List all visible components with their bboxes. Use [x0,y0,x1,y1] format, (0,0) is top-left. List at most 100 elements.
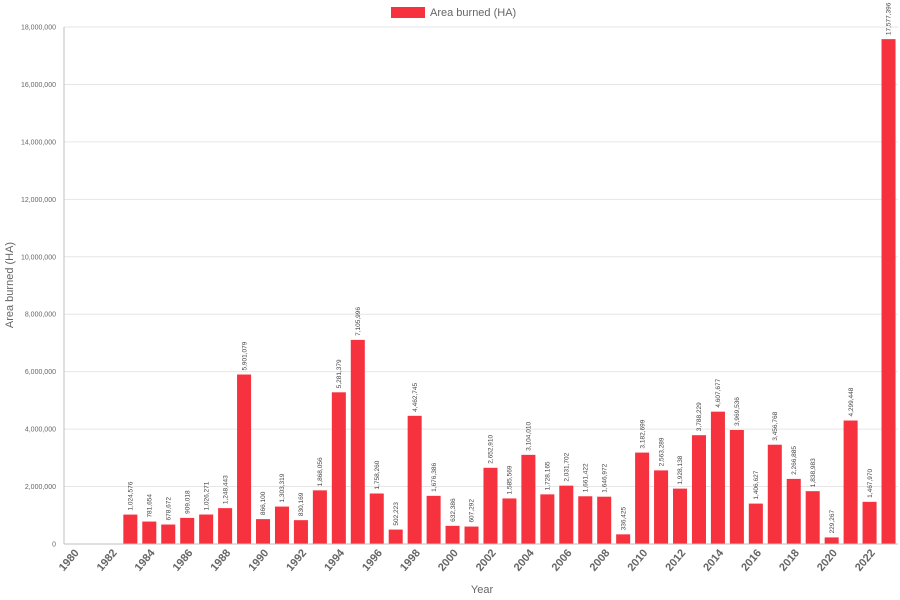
bar-value-label: 2,266,885 [791,446,798,475]
bar-2000[interactable] [445,525,460,544]
x-axis-ticks: 1980 1982 1984 1986 1988 1990 1992 1994 1996 1998… [57,547,878,574]
bar-value-label: 866,100 [260,491,267,515]
bar-1984[interactable] [142,521,157,544]
y-tick-label: 18,000,000 [21,25,56,32]
bar-2003[interactable] [502,498,517,544]
bar-value-label: 1,868,056 [317,457,324,486]
x-tick-label: 1982 [95,547,120,573]
bar-value-label: 336,425 [620,506,627,530]
bar-value-label: 909,018 [184,490,191,514]
y-tick-label: 0 [52,542,56,549]
bar-2011[interactable] [654,470,669,544]
bar-2012[interactable] [673,488,688,544]
bar-1998[interactable] [407,415,422,544]
bar-2004[interactable] [521,454,536,544]
y-tick-label: 16,000,000 [21,82,56,89]
bar-value-label: 1,728,165 [545,461,552,490]
bar-1993[interactable] [312,490,327,544]
bar-1983[interactable] [123,514,138,544]
bar-value-label: 830,169 [298,492,305,516]
bar-2020[interactable] [824,537,839,544]
bar-value-label: 1,838,983 [810,458,817,487]
x-tick-label: 1996 [360,547,385,573]
x-tick-label: 2014 [701,547,726,574]
x-tick-label: 2006 [550,547,575,573]
bar-1985[interactable] [161,524,176,544]
bar-2022[interactable] [862,501,877,544]
bar-2021[interactable] [843,420,858,544]
bar-value-label: 17,577,396 [886,2,893,35]
bar-value-label: 607,292 [469,499,476,523]
bar-2017[interactable] [767,444,782,544]
bar-1989[interactable] [237,374,252,544]
bar-2007[interactable] [578,496,593,544]
x-axis-title: Year [471,584,494,596]
bar-2010[interactable] [635,452,650,544]
x-tick-label: 1994 [322,547,347,574]
bar-value-label: 229,267 [829,510,836,534]
bar-value-label: 1,661,422 [582,463,589,492]
bar-1995[interactable] [350,339,365,544]
bar-2006[interactable] [559,485,574,544]
x-tick-label: 2018 [777,547,802,573]
bar-value-label: 1,646,972 [601,463,608,492]
bar-1999[interactable] [426,495,441,544]
x-tick-label: 1986 [171,547,196,573]
bar-1987[interactable] [199,514,214,544]
bar-value-label: 1,585,569 [507,465,514,494]
y-tick-label: 4,000,000 [25,427,56,434]
y-axis-title: Area burned (HA) [4,242,16,328]
bar-value-label: 3,104,010 [526,422,533,451]
bar-2016[interactable] [748,503,763,544]
bar-2005[interactable] [540,494,555,544]
bar-value-label: 2,563,289 [658,437,665,466]
bar-value-label: 3,456,768 [772,411,779,440]
bar-1992[interactable] [293,520,308,544]
bar-value-label: 1,248,443 [222,475,229,504]
bar-1994[interactable] [331,392,346,544]
bar-value-label: 4,299,448 [848,387,855,416]
x-tick-label: 1992 [284,547,309,573]
bars [123,39,896,545]
bar-value-label: 5,901,079 [241,341,248,370]
bar-2014[interactable] [710,411,725,544]
bar-1997[interactable] [388,529,403,544]
bar-2018[interactable] [786,478,801,544]
x-tick-label: 2016 [739,547,764,573]
bar-value-label: 1,758,260 [374,460,381,489]
y-tick-label: 12,000,000 [21,197,56,204]
x-tick-label: 2004 [512,547,537,574]
bar-2015[interactable] [729,429,744,544]
bar-2023[interactable] [881,39,896,545]
bar-2001[interactable] [464,526,479,544]
x-tick-label: 1980 [57,547,82,573]
bar-1996[interactable] [369,493,384,544]
x-tick-label: 2020 [815,547,840,573]
bar-1991[interactable] [274,506,289,544]
bar-value-label: 3,182,699 [639,419,646,448]
bar-value-labels: 1,024,576 781,654 678,672 909,018 1,026,271 1… [128,2,893,533]
bar-value-label: 502,223 [393,502,400,526]
bar-value-label: 781,654 [146,494,153,518]
y-tick-label: 6,000,000 [25,369,56,376]
bar-value-label: 678,672 [165,497,172,521]
bar-2009[interactable] [616,534,631,544]
x-tick-label: 2008 [588,547,613,573]
bar-2013[interactable] [691,435,706,544]
legend-swatch [391,7,425,18]
bar-value-label: 1,303,319 [279,473,286,502]
bar-2002[interactable] [483,467,498,544]
bar-value-label: 1,406,627 [753,470,760,499]
legend[interactable]: Area burned (HA) [391,7,516,19]
bar-1986[interactable] [180,517,195,544]
bar-value-label: 1,676,386 [431,463,438,492]
bar-1988[interactable] [218,508,233,544]
bar-1990[interactable] [256,519,271,544]
grid-lines [64,26,898,545]
bar-value-label: 7,105,996 [355,307,362,336]
bar-2019[interactable] [805,491,820,544]
bar-2008[interactable] [597,496,612,544]
bar-value-label: 3,788,229 [696,402,703,431]
bar-value-label: 4,462,745 [412,383,419,412]
